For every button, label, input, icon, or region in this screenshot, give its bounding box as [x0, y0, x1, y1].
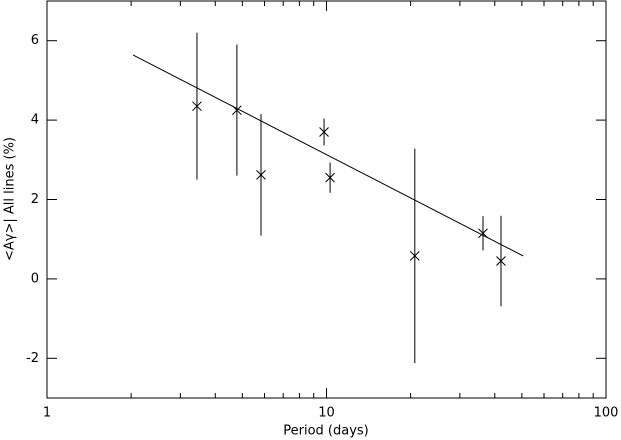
y-tick-label: -2 — [26, 351, 39, 366]
marker — [256, 170, 266, 180]
y-tick-label: 6 — [31, 33, 39, 48]
marker — [409, 251, 420, 261]
x-tick-label: 1 — [43, 406, 51, 421]
y-tick-label: 0 — [31, 271, 39, 286]
marker — [325, 172, 335, 183]
y-tick-label: 4 — [31, 113, 39, 128]
marker — [192, 101, 202, 112]
marker — [319, 127, 329, 137]
y-tick-label: 2 — [31, 192, 39, 207]
x-axis-label: Period (days) — [283, 424, 369, 439]
fit-line — [132, 54, 524, 257]
plot-frame — [46, 0, 607, 399]
x-tick-label: 10 — [318, 406, 335, 421]
marker — [496, 256, 506, 266]
x-tick-label: 100 — [594, 406, 619, 421]
y-axis-label: <Aγ>| All lines (%) — [3, 137, 18, 261]
